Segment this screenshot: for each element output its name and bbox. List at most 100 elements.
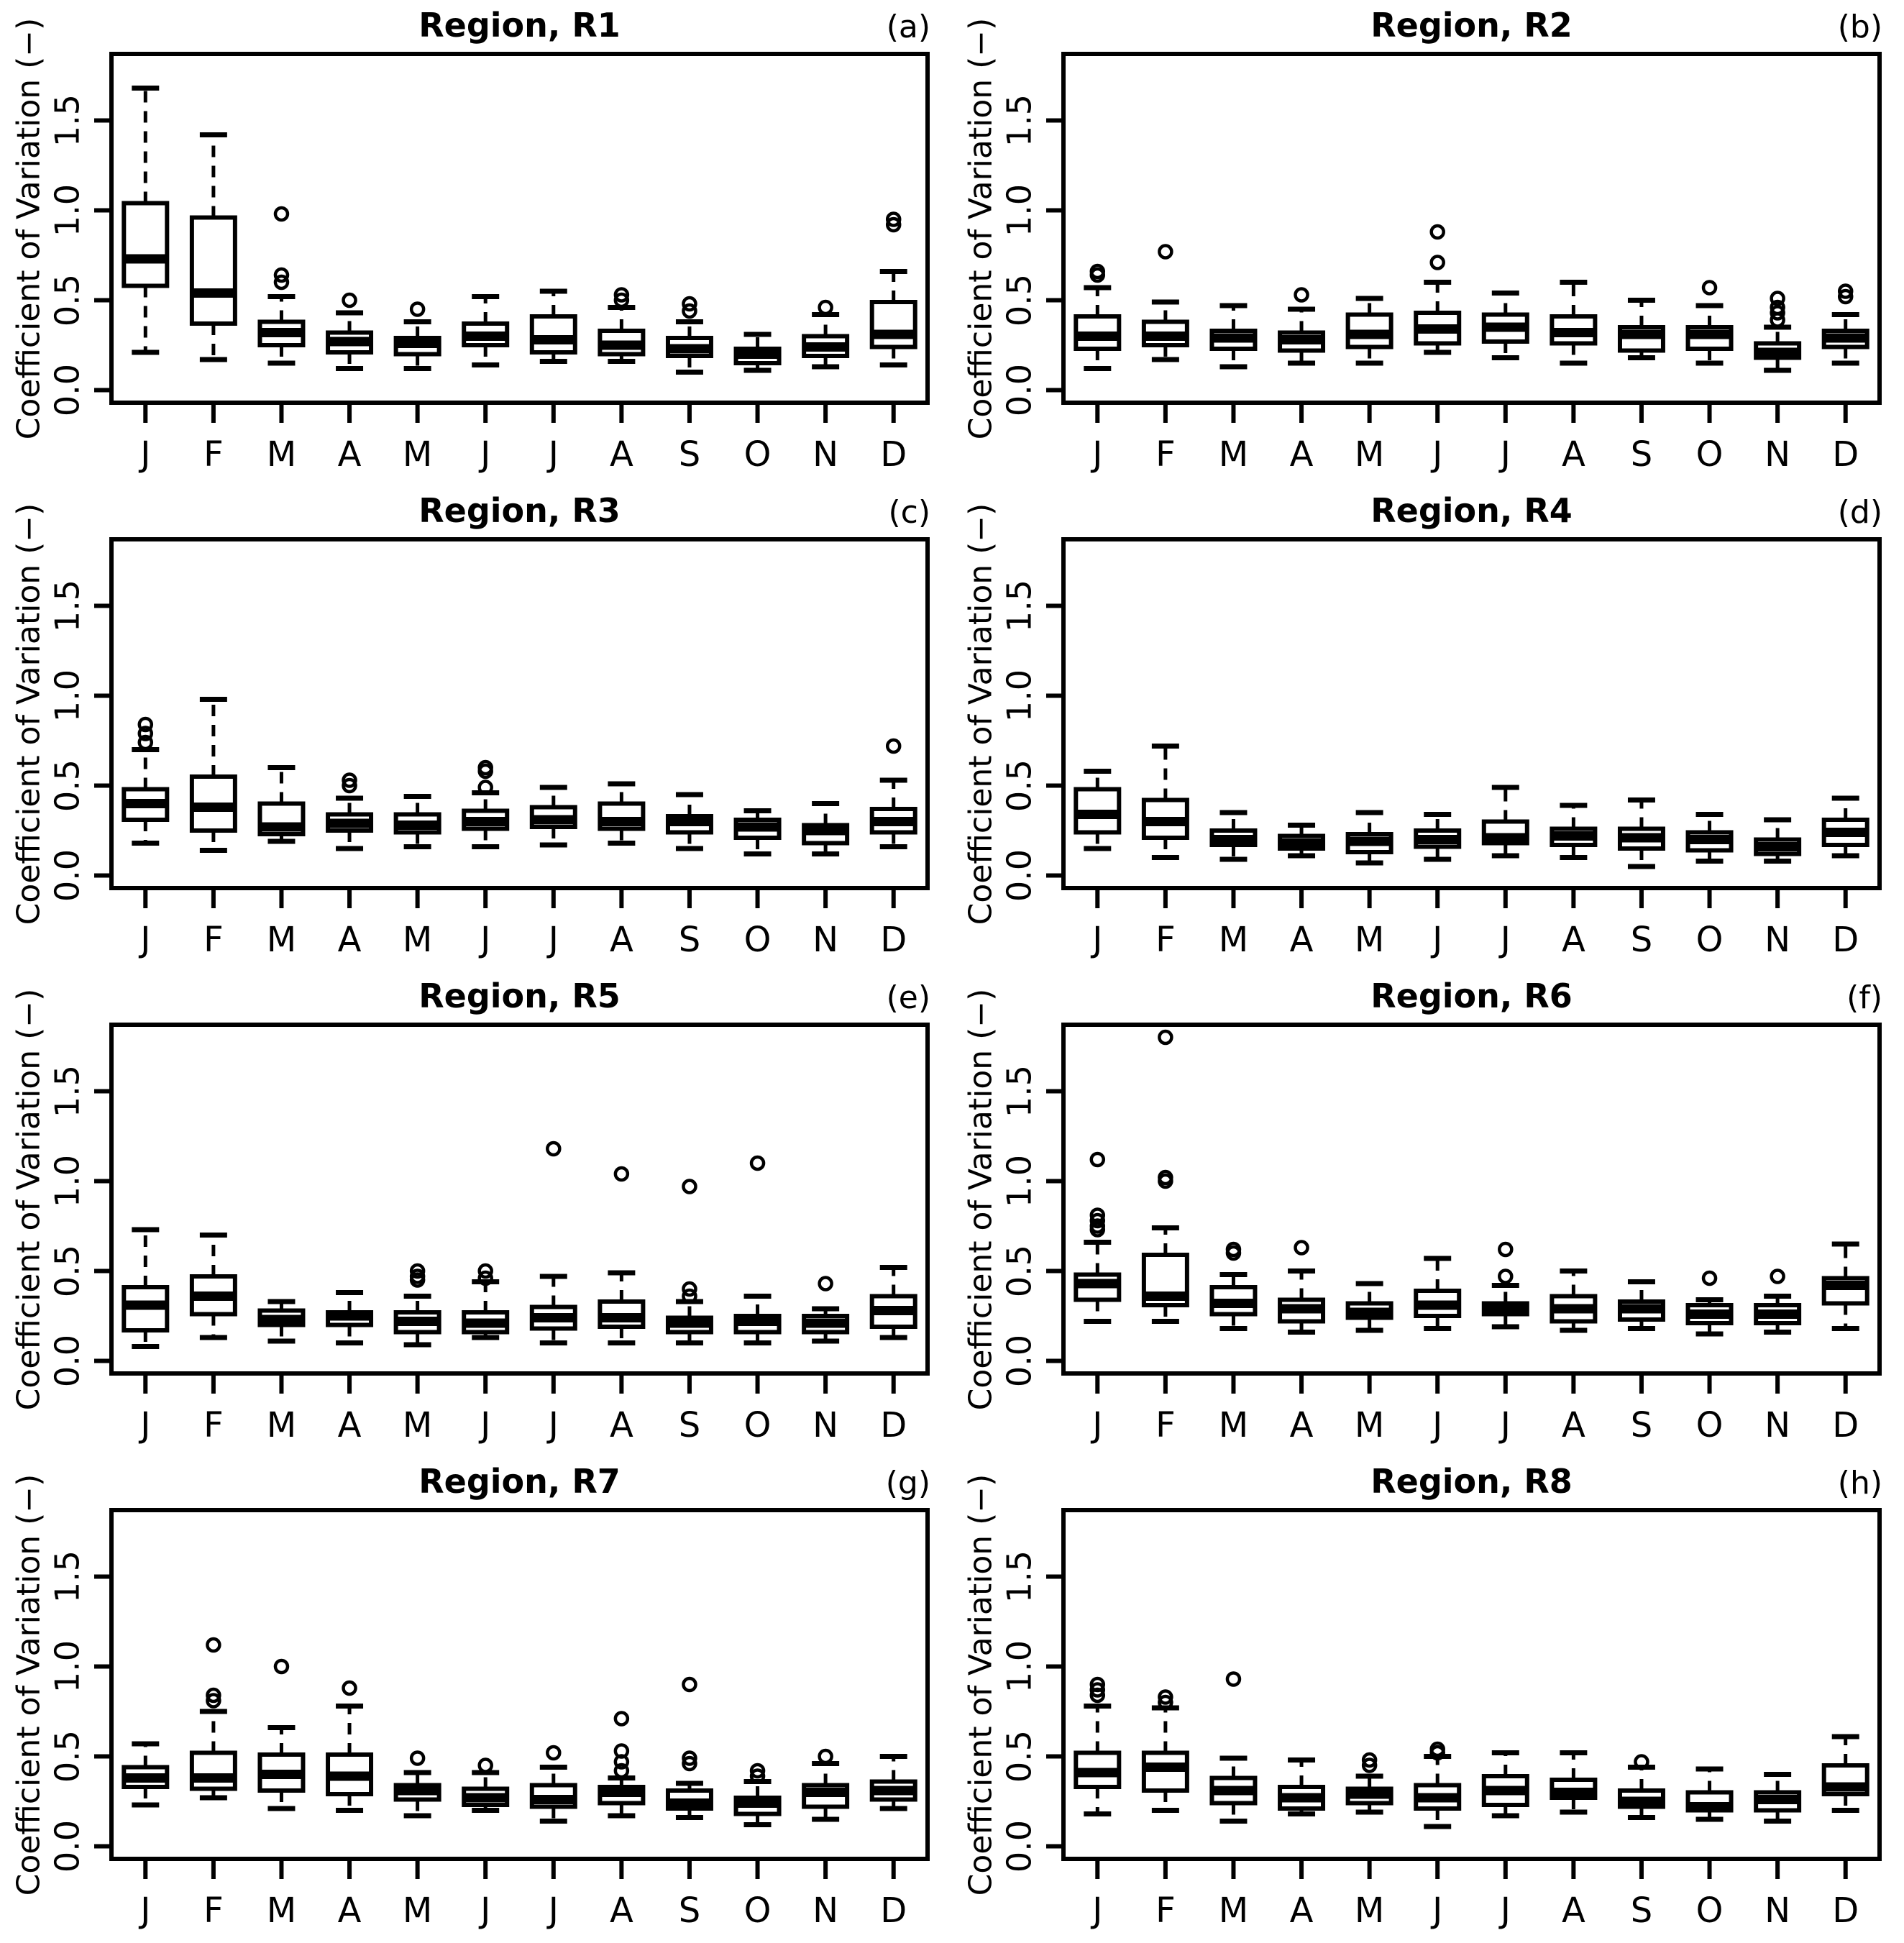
boxplot-S-9 [1617, 1754, 1665, 1820]
outlier-point [1089, 1682, 1106, 1698]
outlier-point [1498, 1241, 1514, 1258]
y-tick-label: 0.0 [48, 364, 87, 416]
outlier-point [409, 1750, 426, 1766]
boxplot-S-9 [665, 296, 713, 375]
y-tick-label: 1.0 [1000, 1155, 1039, 1207]
x-tick-label: O [1696, 1891, 1724, 1931]
boxplot-M-3 [257, 765, 306, 844]
y-tick-label: 1.0 [1000, 669, 1039, 722]
x-tick-label: A [1562, 434, 1585, 475]
x-tick-label: M [1219, 920, 1248, 960]
x-tick-label: J [1430, 920, 1442, 960]
outlier-point [137, 726, 154, 741]
x-tick-label: F [203, 434, 224, 475]
x-tick-label: A [610, 1405, 633, 1445]
y-tick-label: 0.0 [48, 1335, 87, 1387]
panel-title: Region, R1 [418, 6, 621, 45]
boxplot-J-7 [1481, 1241, 1529, 1330]
outlier-point [613, 1743, 630, 1759]
x-tick-label: S [679, 920, 700, 960]
boxplot-A-4 [1278, 1240, 1326, 1335]
x-tick-label: M [1219, 1891, 1248, 1931]
outlier-point [1089, 1207, 1106, 1223]
boxplot-J-6 [462, 759, 510, 849]
x-tick-label: J [478, 920, 490, 960]
boxplot-canvas-r5: 0.0 0.5 1.0 1.5 J F M A M J J A S O N D [48, 1023, 930, 1445]
boxplot-canvas-r2: 0.00.51.01.5J F M A M J J A S O N D [1000, 52, 1882, 475]
y-tick-label: 1.5 [1000, 1065, 1039, 1117]
outlier-point [273, 206, 290, 222]
outlier-point [749, 1763, 766, 1779]
x-tick-label: M [403, 434, 432, 475]
y-axis: 0.0 0.5 1.0 1.5 [48, 1550, 111, 1873]
x-tick-label: N [1765, 434, 1790, 475]
x-tick-label: J [1090, 434, 1102, 475]
boxplot-M-5 [1345, 1281, 1393, 1333]
boxplot-J-7 [1481, 1750, 1529, 1819]
boxplot-canvas-r3: 0.0 0.5 1.0 1.5 J F M A M J J A S O N D [48, 537, 930, 960]
boxplot-M-5 [393, 1750, 441, 1819]
outlier-point [885, 211, 902, 227]
outlier-point [1770, 291, 1785, 306]
x-tick-label: O [1696, 920, 1724, 960]
panel-region-r2: Region, R2 (b) Coefficient of Variation … [952, 0, 1904, 485]
x-tick-label: O [1696, 434, 1724, 475]
boxplot-canvas-r1: 0.00.51.01.5J F M A M J J A S O N D [48, 52, 930, 475]
boxplot-N-11 [802, 1748, 850, 1822]
x-tick-label: J [1498, 434, 1511, 475]
x-tick-label: M [1355, 1891, 1384, 1931]
boxplot-J-1 [1074, 1676, 1122, 1816]
boxplot-A-8 [598, 287, 646, 364]
y-tick-label: 0.0 [1000, 1335, 1039, 1387]
boxplot-D-12 [869, 1265, 917, 1340]
panel-title: Region, R4 [1370, 491, 1573, 530]
boxplot-S-9 [1617, 298, 1665, 360]
y-tick-label: 0.5 [1000, 274, 1039, 326]
boxplot-J-7 [529, 1745, 577, 1824]
plot-border [1061, 1023, 1882, 1376]
boxplot-F-2 [189, 1233, 237, 1340]
x-tick-label: J [1498, 1405, 1511, 1445]
x-tick-label: O [744, 434, 772, 475]
boxplot-O-10 [733, 1763, 782, 1827]
boxplot-J-6 [462, 1757, 510, 1813]
x-tick-label: O [744, 920, 772, 960]
outlier-point [1429, 1741, 1445, 1757]
boxplot-S-9 [1617, 1279, 1665, 1331]
boxplot-A-4 [1278, 823, 1326, 859]
boxplot-N-11 [802, 801, 850, 856]
boxplot-O-10 [1685, 1270, 1734, 1337]
boxplot-F-2 [1141, 244, 1189, 362]
x-tick-label: D [1832, 920, 1859, 960]
y-tick-label: 0.0 [48, 849, 87, 902]
boxplot-A-4 [326, 1680, 374, 1813]
y-tick-label: 0.5 [48, 1730, 87, 1783]
outlier-point [477, 1757, 493, 1773]
x-tick-label: F [1155, 920, 1176, 960]
outlier-point [1158, 1694, 1173, 1711]
x-tick-label: A [610, 434, 633, 475]
x-tick-label: S [679, 434, 700, 475]
x-tick-label: J [546, 1405, 559, 1445]
x-tick-label: J [1090, 1405, 1102, 1445]
panel-label: (a) [886, 9, 930, 45]
boxplot-F-2 [189, 132, 237, 362]
boxplot-J-7 [529, 1140, 577, 1345]
boxplot-N-11 [1754, 817, 1802, 864]
boxplot-A-8 [1550, 1268, 1598, 1333]
outlier-point [546, 1140, 562, 1157]
x-tick-label: M [1355, 920, 1384, 960]
outlier-point [1294, 287, 1309, 303]
outlier-point [342, 292, 357, 308]
x-tick-label: M [1219, 1405, 1248, 1445]
outlier-point [682, 1755, 697, 1772]
boxplot-N-11 [802, 299, 850, 370]
x-tick-label: M [267, 434, 296, 475]
x-tick-label: M [267, 1891, 296, 1931]
boxplot-D-12 [869, 1754, 917, 1811]
boxplot-A-8 [1550, 280, 1598, 366]
panel-label: (e) [886, 979, 930, 1016]
